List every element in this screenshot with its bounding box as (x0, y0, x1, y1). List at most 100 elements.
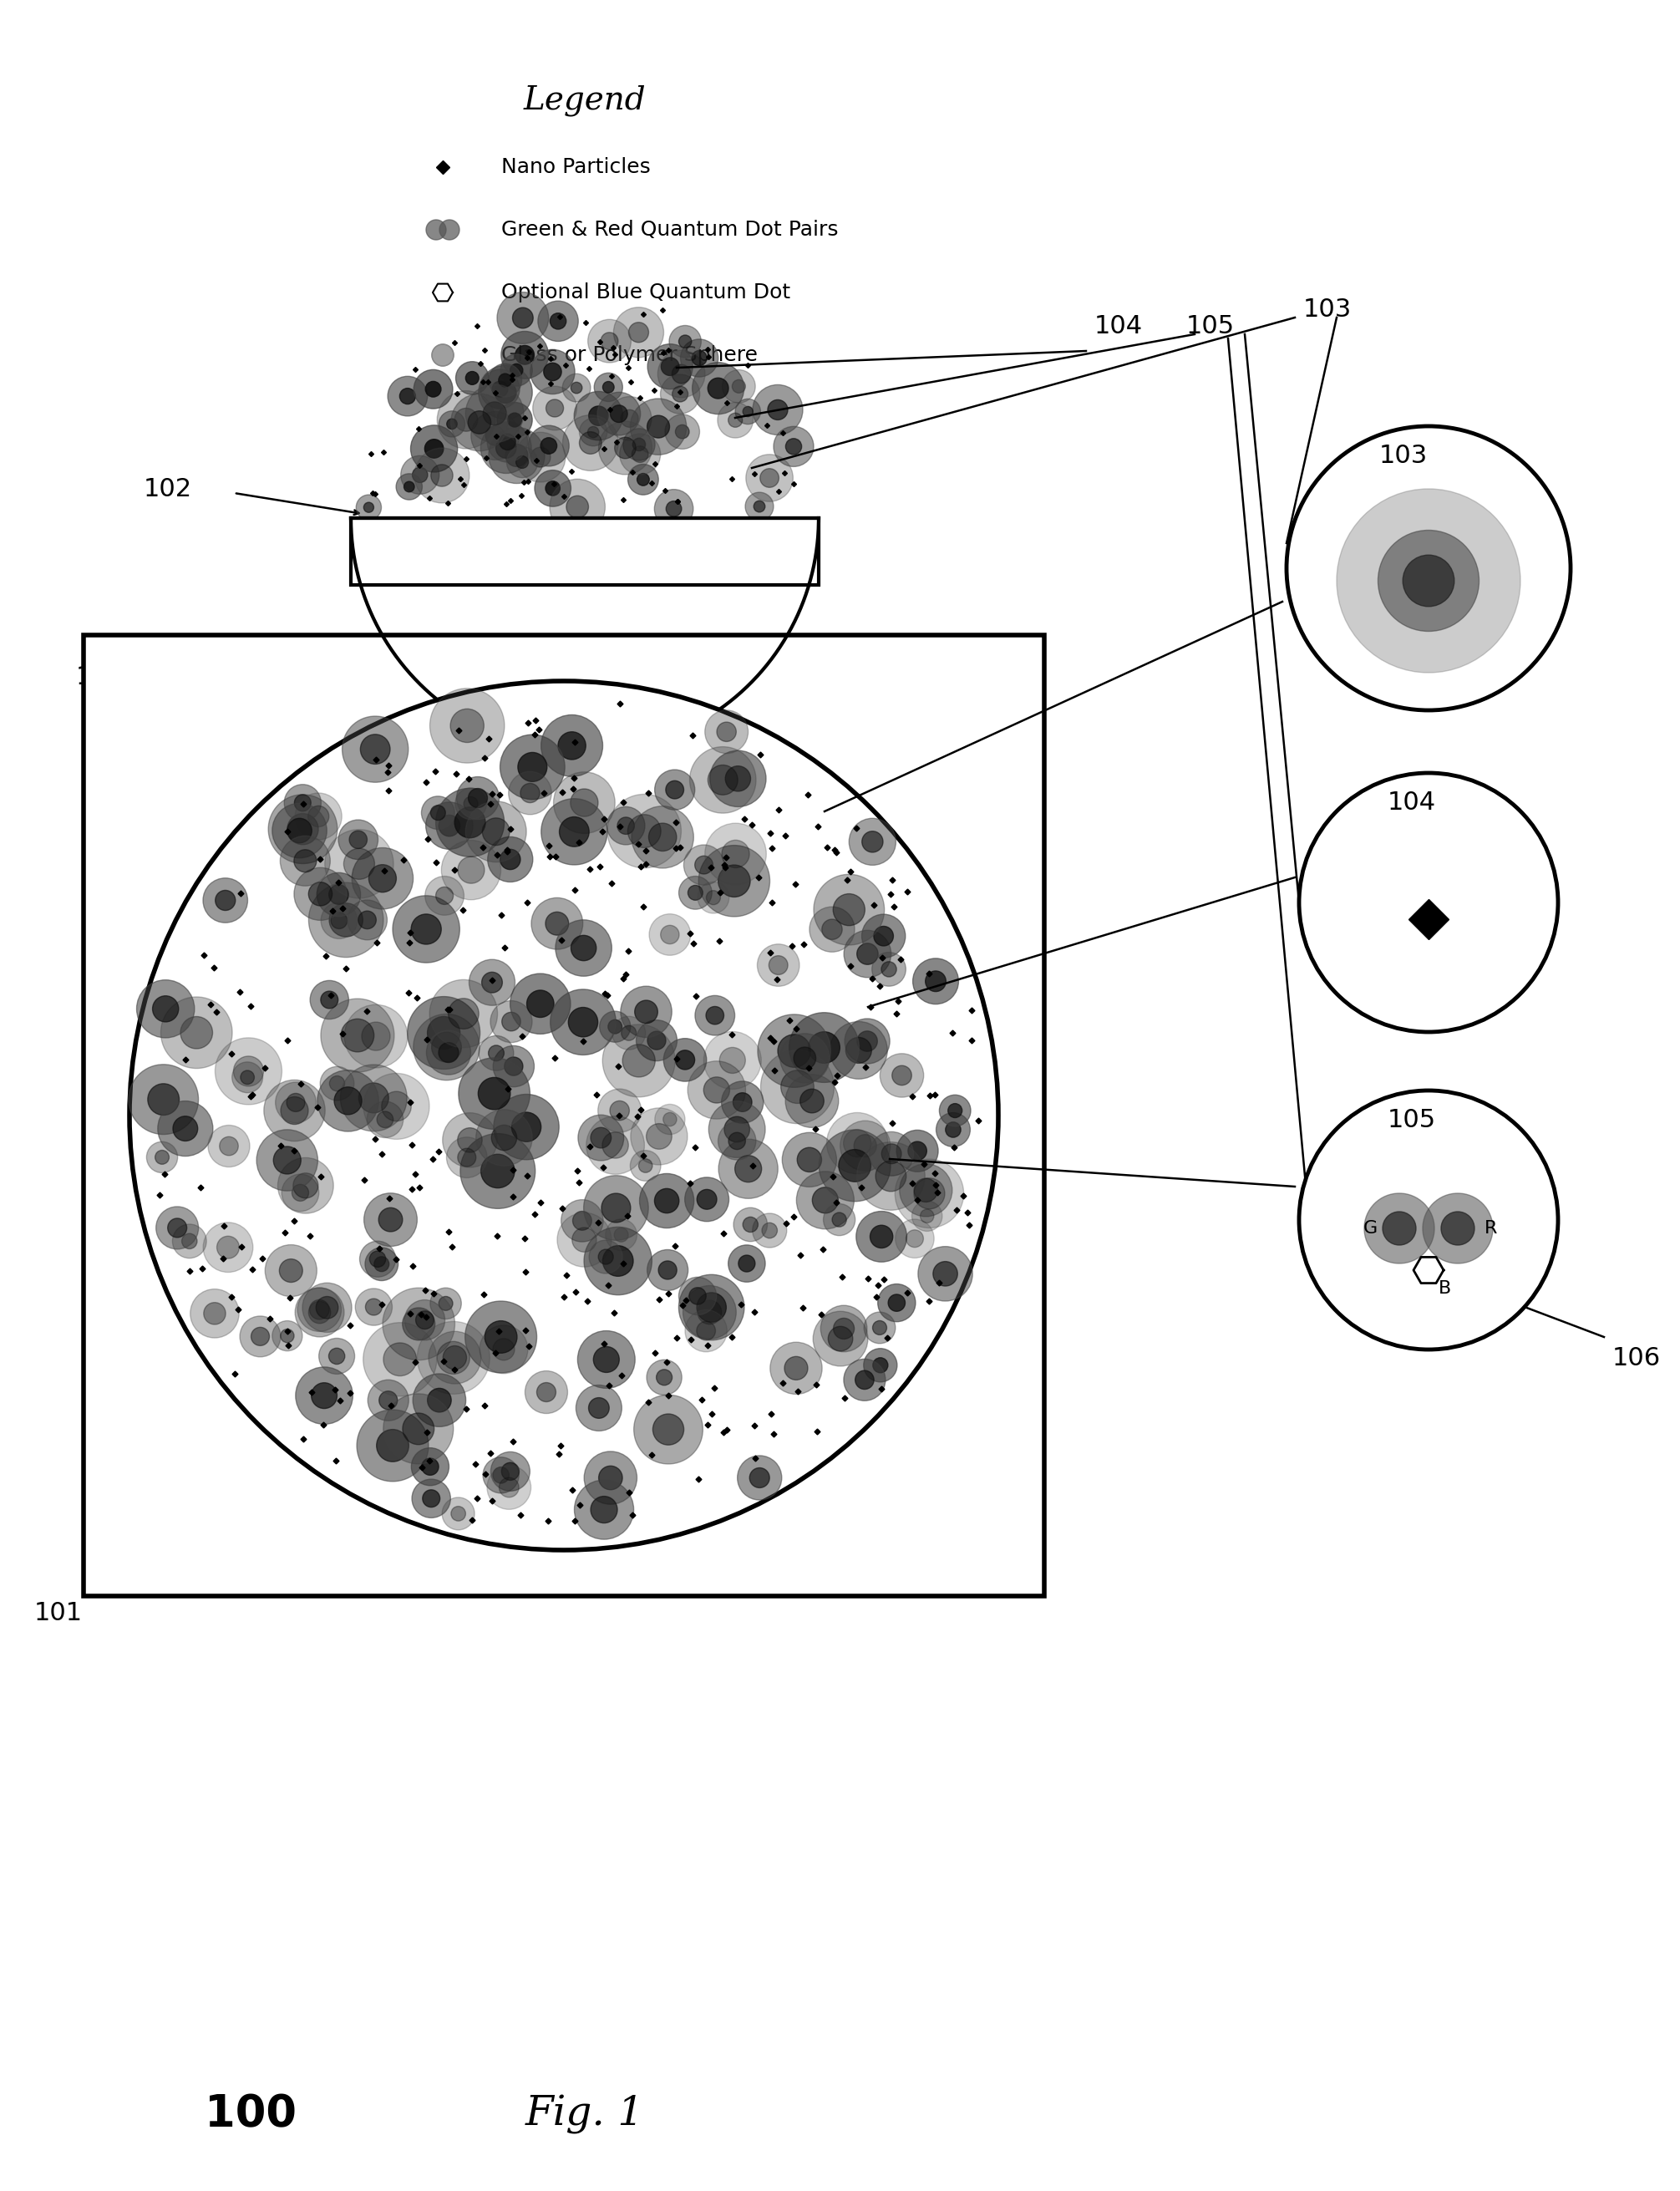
Circle shape (622, 410, 638, 427)
Circle shape (638, 1159, 652, 1172)
Circle shape (857, 1032, 877, 1052)
Circle shape (311, 1383, 338, 1409)
Circle shape (948, 1104, 963, 1117)
Circle shape (484, 401, 506, 425)
Circle shape (427, 1030, 470, 1076)
Circle shape (358, 911, 376, 929)
Circle shape (768, 399, 788, 421)
Circle shape (880, 1054, 924, 1098)
Circle shape (279, 1260, 302, 1282)
Circle shape (417, 1321, 491, 1393)
Circle shape (383, 1343, 417, 1376)
Circle shape (368, 865, 396, 892)
Circle shape (813, 1312, 869, 1367)
Circle shape (820, 1306, 867, 1352)
Text: 105: 105 (1388, 1109, 1436, 1133)
Circle shape (292, 1185, 309, 1201)
Circle shape (444, 1345, 467, 1369)
Text: 104: 104 (1094, 313, 1142, 337)
Circle shape (450, 710, 484, 743)
Circle shape (689, 747, 756, 813)
Circle shape (277, 1157, 334, 1214)
Circle shape (732, 1093, 753, 1111)
Text: Optional Blue Quantum Dot: Optional Blue Quantum Dot (501, 283, 790, 302)
Circle shape (684, 846, 724, 885)
Circle shape (704, 1032, 761, 1089)
Circle shape (719, 1139, 778, 1198)
Circle shape (469, 789, 487, 808)
Circle shape (687, 1060, 746, 1120)
Circle shape (672, 364, 690, 383)
Circle shape (732, 379, 746, 392)
Circle shape (665, 414, 699, 449)
Circle shape (566, 495, 588, 517)
Circle shape (541, 438, 556, 454)
Circle shape (603, 381, 615, 392)
Circle shape (864, 1312, 895, 1343)
Circle shape (531, 351, 575, 394)
Circle shape (546, 482, 559, 495)
Circle shape (499, 375, 512, 388)
Circle shape (828, 1326, 853, 1352)
Circle shape (435, 887, 454, 905)
Circle shape (684, 1286, 736, 1339)
Circle shape (272, 804, 328, 859)
Circle shape (685, 1177, 729, 1220)
Circle shape (499, 434, 516, 449)
Circle shape (759, 469, 780, 486)
Circle shape (459, 1058, 529, 1128)
Circle shape (553, 771, 615, 833)
Circle shape (580, 432, 601, 454)
Circle shape (610, 1100, 630, 1120)
Circle shape (946, 1122, 961, 1137)
Circle shape (704, 1078, 729, 1102)
Circle shape (623, 1045, 655, 1078)
Circle shape (499, 1477, 519, 1496)
Circle shape (217, 1236, 239, 1258)
Circle shape (647, 1361, 682, 1396)
Circle shape (341, 1019, 375, 1052)
Circle shape (410, 425, 457, 471)
Circle shape (761, 1049, 835, 1124)
Circle shape (383, 1393, 454, 1464)
Circle shape (501, 734, 564, 800)
Circle shape (425, 438, 444, 458)
Circle shape (830, 1021, 887, 1078)
Circle shape (412, 1479, 450, 1518)
Circle shape (680, 340, 717, 377)
Circle shape (309, 883, 333, 905)
Circle shape (329, 1076, 344, 1091)
Circle shape (608, 397, 652, 440)
Circle shape (482, 1457, 519, 1492)
Circle shape (838, 1150, 870, 1181)
Circle shape (423, 1490, 440, 1507)
Circle shape (309, 1299, 329, 1319)
Circle shape (679, 1275, 744, 1341)
Circle shape (365, 1194, 417, 1247)
Circle shape (455, 362, 489, 394)
Circle shape (840, 1122, 890, 1170)
Circle shape (588, 427, 598, 438)
Circle shape (351, 848, 413, 909)
Circle shape (297, 1288, 341, 1332)
Circle shape (465, 1301, 538, 1374)
Circle shape (655, 1104, 685, 1135)
Circle shape (450, 1507, 465, 1521)
Circle shape (729, 1133, 746, 1150)
Circle shape (427, 1017, 460, 1049)
Circle shape (546, 399, 563, 416)
Circle shape (786, 1074, 838, 1128)
Circle shape (917, 1247, 973, 1301)
Circle shape (622, 1025, 637, 1041)
Circle shape (598, 1089, 642, 1133)
Circle shape (294, 850, 316, 872)
Circle shape (696, 857, 712, 874)
Circle shape (405, 1299, 445, 1341)
Circle shape (857, 1142, 926, 1209)
Circle shape (669, 326, 701, 357)
Circle shape (753, 386, 803, 434)
Circle shape (531, 898, 583, 949)
Circle shape (749, 1468, 769, 1488)
Circle shape (637, 473, 648, 486)
Circle shape (329, 1347, 344, 1365)
